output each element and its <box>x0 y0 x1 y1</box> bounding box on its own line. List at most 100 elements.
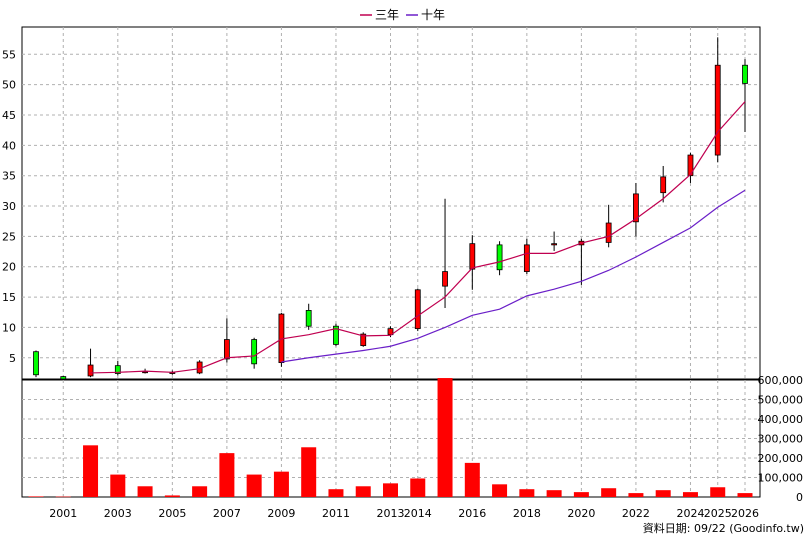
candle <box>251 337 258 369</box>
volume-bar <box>655 490 671 497</box>
volume-bar <box>219 453 235 497</box>
price-tick-label: 40 <box>2 139 16 152</box>
candle-body <box>551 243 558 246</box>
volume-tick-label: 400,000 <box>758 413 804 426</box>
price-tick-label: 20 <box>2 261 16 274</box>
volume-bar <box>710 487 726 497</box>
ma3-line <box>90 101 746 374</box>
x-tick-label: 2018 <box>513 507 541 520</box>
candle-body <box>605 222 612 243</box>
price-tick-label: 10 <box>2 321 16 334</box>
candle-body <box>33 351 39 376</box>
x-tick-label: 2013 <box>377 507 405 520</box>
x-tick-label: 2009 <box>267 507 295 520</box>
price-tick-label: 55 <box>2 48 16 61</box>
candle-body <box>633 193 639 223</box>
volume-bar <box>83 445 99 497</box>
x-tick-label: 2007 <box>213 507 241 520</box>
volume-bar <box>273 471 289 497</box>
candle-body <box>714 64 721 156</box>
volume-bar <box>164 495 180 497</box>
candle-body <box>305 310 312 327</box>
candle-body <box>223 339 230 360</box>
x-tick-label: 2003 <box>104 507 132 520</box>
candle-body <box>742 64 748 84</box>
candle-body <box>442 271 448 287</box>
volume-bar <box>737 493 753 497</box>
volume-tick-label: 300,000 <box>758 433 804 446</box>
legend-label-ma10: 十年 <box>421 8 445 22</box>
candle-body <box>87 364 94 377</box>
candle-body <box>414 289 421 330</box>
candle-body <box>142 371 148 374</box>
volume-bar <box>682 492 698 497</box>
volume-bar <box>573 492 589 497</box>
volume-bar <box>383 483 398 497</box>
moving-average-lines <box>90 101 746 374</box>
price-tick-label: 30 <box>2 200 16 213</box>
x-tick-label: 2022 <box>622 507 650 520</box>
x-tick-label: 2026 <box>731 507 759 520</box>
legend-label-ma3: 三年 <box>375 8 399 22</box>
volume-bar <box>355 486 371 497</box>
volume-bar <box>464 462 480 497</box>
volume-bar <box>519 489 535 497</box>
volume-bar <box>601 488 617 497</box>
candle-body <box>251 339 258 365</box>
candle-body <box>660 176 667 194</box>
legend: 三年 十年 <box>360 8 445 22</box>
candle-body <box>60 376 67 380</box>
candle <box>60 375 67 380</box>
x-tick-label: 2014 <box>404 507 432 520</box>
candle <box>496 241 503 276</box>
candle <box>469 235 476 290</box>
volume-bar <box>628 493 644 497</box>
candle <box>523 238 530 275</box>
volume-bar <box>546 490 562 497</box>
volume-bar <box>492 484 508 497</box>
x-tick-label: 2011 <box>322 507 350 520</box>
volume-bar <box>437 378 453 497</box>
x-tick-label: 2025 <box>704 507 732 520</box>
candle <box>714 37 721 163</box>
volume-tick-label: 100,000 <box>758 472 804 485</box>
candle <box>551 231 558 251</box>
price-tick-label: 5 <box>9 352 16 365</box>
candle <box>742 59 748 132</box>
candle <box>442 198 448 308</box>
candle <box>196 360 203 375</box>
x-axis-labels: 2001 2003 2005 2007 2009 2011 2013 2014 2016 2018… <box>49 507 759 520</box>
candle <box>114 360 121 376</box>
candle <box>333 323 339 347</box>
candle-body <box>687 154 694 177</box>
x-tick-label: 2005 <box>158 507 186 520</box>
x-tick-label: 2020 <box>567 507 595 520</box>
x-tick-label: 2001 <box>49 507 77 520</box>
candle-body <box>114 365 121 374</box>
volume-bar <box>137 486 153 497</box>
candle <box>660 165 667 203</box>
price-tick-label: 50 <box>2 79 16 92</box>
candle <box>305 303 312 330</box>
volume-bar <box>301 447 317 497</box>
candle <box>360 332 367 347</box>
volume-tick-label: 600,000 <box>758 374 804 387</box>
volume-bar <box>328 489 344 497</box>
volume-tick-label: 500,000 <box>758 394 804 407</box>
volume-bar <box>110 474 126 497</box>
volume-bars <box>28 378 753 498</box>
candle <box>605 204 612 248</box>
volume-bar <box>28 496 44 497</box>
volume-bar <box>192 486 208 497</box>
source-note: 資料日期: 09/22 (Goodinfo.tw) <box>643 521 804 535</box>
volume-axis-labels: 0 100,000 200,000 300,000 400,000 500,000 600,… <box>758 374 804 504</box>
price-tick-label: 15 <box>2 291 16 304</box>
x-tick-label: 2016 <box>458 507 486 520</box>
volume-bar <box>246 474 262 497</box>
candle-body <box>360 333 367 347</box>
candle-body <box>496 244 503 271</box>
candle-body <box>523 244 530 272</box>
volume-bar <box>410 478 426 497</box>
volume-bar <box>55 496 71 498</box>
ma10-line <box>281 189 746 363</box>
